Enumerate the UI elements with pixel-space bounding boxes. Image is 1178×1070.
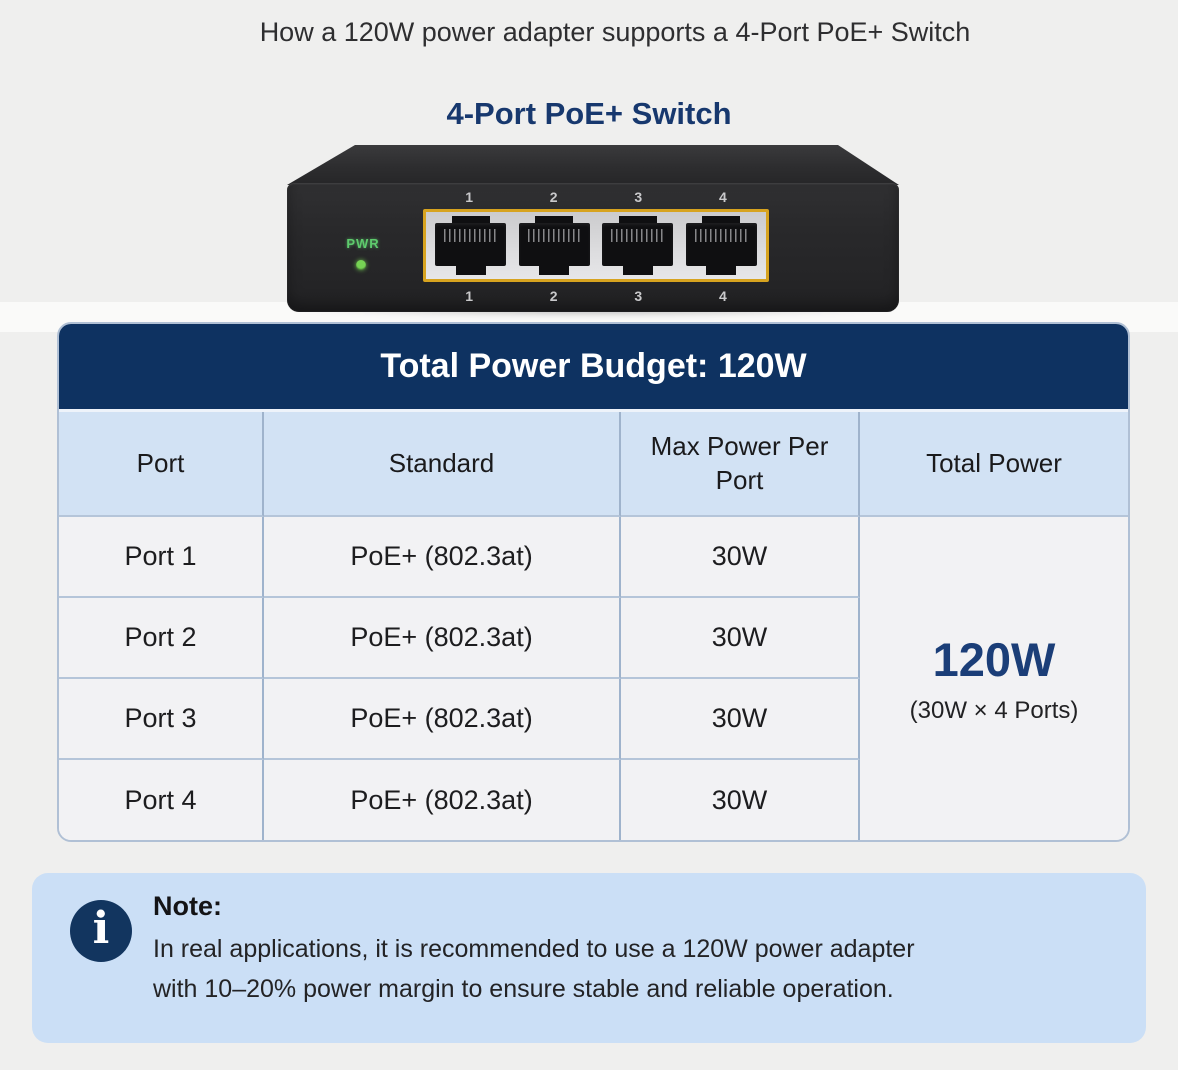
table-cell-max-power: 30W xyxy=(621,517,860,598)
column-header-max-power: Max Power Per Port xyxy=(621,412,860,517)
note-box: Note: In real applications, it is recomm… xyxy=(32,873,1146,1043)
port-number: 4 xyxy=(718,288,727,304)
note-body-line: In real applications, it is recommended … xyxy=(153,935,915,963)
total-power-formula: (30W × 4 Ports) xyxy=(909,697,1079,724)
column-header-standard: Standard xyxy=(264,412,621,517)
switch-top-face xyxy=(287,145,899,185)
table-cell-max-power: 30W xyxy=(621,598,860,679)
table-grid: Port Standard Max Power Per Port Total P… xyxy=(59,412,1128,840)
table-cell-port: Port 1 xyxy=(59,517,264,598)
port-number: 3 xyxy=(634,288,643,304)
table-cell-standard: PoE+ (802.3at) xyxy=(264,598,621,679)
table-title: Total Power Budget: 120W xyxy=(59,324,1128,412)
note-text: Note: In real applications, it is recomm… xyxy=(153,891,1122,1009)
port-numbers-bottom: 1 2 3 4 xyxy=(423,288,769,304)
rj45-port-icon xyxy=(599,216,676,275)
total-power-value: 120W xyxy=(932,633,1056,686)
rj45-port-icon xyxy=(683,216,760,275)
port-panel xyxy=(423,209,769,282)
table-cell-standard: PoE+ (802.3at) xyxy=(264,760,621,840)
port-number: 2 xyxy=(549,288,558,304)
column-header-total-power: Total Power xyxy=(860,412,1128,517)
table-cell-standard: PoE+ (802.3at) xyxy=(264,679,621,760)
port-number: 1 xyxy=(465,288,473,304)
note-heading: Note: xyxy=(153,891,222,921)
poe-switch-illustration: PWR 1 2 3 4 xyxy=(287,145,899,317)
power-led-icon xyxy=(356,260,366,270)
rj45-pins xyxy=(694,229,748,242)
table-cell-max-power: 30W xyxy=(621,679,860,760)
port-number: 3 xyxy=(634,189,643,205)
rj45-pins xyxy=(444,229,498,242)
port-number: 2 xyxy=(549,189,558,205)
rj45-port-icon xyxy=(432,216,509,275)
port-number: 1 xyxy=(465,189,473,205)
table-cell-port: Port 2 xyxy=(59,598,264,679)
table-cell-standard: PoE+ (802.3at) xyxy=(264,517,621,598)
table-cell-total-power: 120W (30W × 4 Ports) xyxy=(860,517,1128,840)
column-header-port: Port xyxy=(59,412,264,517)
rj45-pins xyxy=(611,229,665,242)
device-title: 4-Port PoE+ Switch xyxy=(446,96,732,131)
rj45-port-icon xyxy=(516,216,593,275)
table-cell-max-power: 30W xyxy=(621,760,860,840)
switch-front-face: PWR 1 2 3 4 xyxy=(287,183,899,312)
rj45-pins xyxy=(527,229,581,242)
pwr-label: PWR xyxy=(346,236,380,251)
note-body-line: with 10–20% power margin to ensure stabl… xyxy=(153,975,894,1003)
port-numbers-top: 1 2 3 4 xyxy=(423,189,769,205)
port-number: 4 xyxy=(718,189,727,205)
table-cell-port: Port 3 xyxy=(59,679,264,760)
info-icon xyxy=(70,900,132,962)
power-budget-table: Total Power Budget: 120W Port Standard M… xyxy=(57,322,1130,842)
table-cell-port: Port 4 xyxy=(59,760,264,840)
page-title: How a 120W power adapter supports a 4-Po… xyxy=(259,17,971,47)
